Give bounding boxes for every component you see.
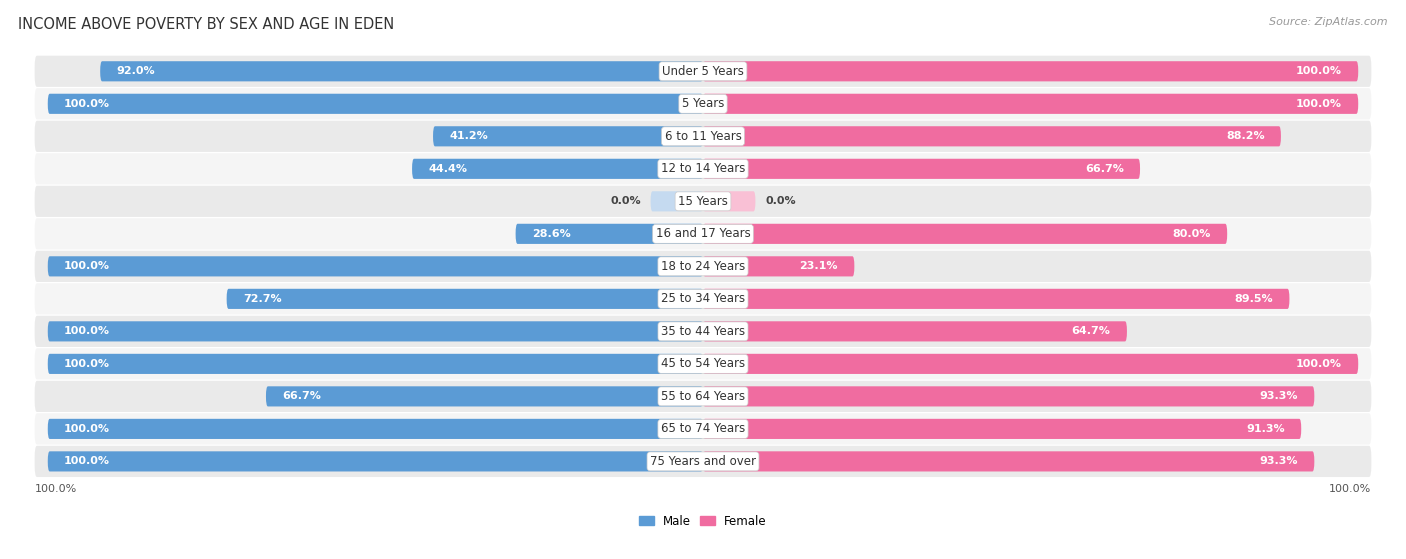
Text: 100.0%: 100.0% [1296,359,1341,369]
Text: 100.0%: 100.0% [1296,67,1341,76]
Text: Source: ZipAtlas.com: Source: ZipAtlas.com [1270,17,1388,27]
Text: 88.2%: 88.2% [1226,131,1264,141]
Text: 15 Years: 15 Years [678,195,728,208]
FancyBboxPatch shape [703,159,1140,179]
Text: 45 to 54 Years: 45 to 54 Years [661,357,745,371]
FancyBboxPatch shape [35,446,1371,477]
Legend: Male, Female: Male, Female [640,515,766,528]
Text: 100.0%: 100.0% [1296,99,1341,109]
Text: 72.7%: 72.7% [243,294,281,304]
Text: 5 Years: 5 Years [682,97,724,110]
FancyBboxPatch shape [48,451,703,471]
Text: 25 to 34 Years: 25 to 34 Years [661,292,745,305]
FancyBboxPatch shape [35,121,1371,152]
Text: 44.4%: 44.4% [429,164,467,174]
Text: 100.0%: 100.0% [65,326,110,337]
FancyBboxPatch shape [48,94,703,114]
FancyBboxPatch shape [35,186,1371,217]
FancyBboxPatch shape [35,251,1371,282]
Text: 100.0%: 100.0% [1329,484,1371,494]
Text: 6 to 11 Years: 6 to 11 Years [665,130,741,143]
FancyBboxPatch shape [703,94,1358,114]
Text: 100.0%: 100.0% [65,456,110,466]
FancyBboxPatch shape [48,321,703,342]
Text: 91.3%: 91.3% [1246,424,1285,434]
Text: 100.0%: 100.0% [35,484,77,494]
FancyBboxPatch shape [35,56,1371,87]
FancyBboxPatch shape [651,191,703,211]
FancyBboxPatch shape [703,419,1301,439]
FancyBboxPatch shape [48,256,703,277]
FancyBboxPatch shape [703,126,1281,146]
FancyBboxPatch shape [100,61,703,82]
FancyBboxPatch shape [35,381,1371,412]
FancyBboxPatch shape [433,126,703,146]
FancyBboxPatch shape [412,159,703,179]
Text: Under 5 Years: Under 5 Years [662,65,744,78]
Text: 12 to 14 Years: 12 to 14 Years [661,162,745,176]
Text: 89.5%: 89.5% [1234,294,1272,304]
FancyBboxPatch shape [703,224,1227,244]
Text: 93.3%: 93.3% [1260,391,1298,401]
Text: 64.7%: 64.7% [1071,326,1111,337]
Text: 0.0%: 0.0% [610,196,641,206]
Text: 92.0%: 92.0% [117,67,155,76]
FancyBboxPatch shape [703,451,1315,471]
Text: 55 to 64 Years: 55 to 64 Years [661,390,745,403]
FancyBboxPatch shape [703,289,1289,309]
Text: 100.0%: 100.0% [65,424,110,434]
FancyBboxPatch shape [35,88,1371,120]
FancyBboxPatch shape [226,289,703,309]
Text: 66.7%: 66.7% [1085,164,1123,174]
FancyBboxPatch shape [703,191,755,211]
Text: 18 to 24 Years: 18 to 24 Years [661,260,745,273]
FancyBboxPatch shape [35,348,1371,380]
Text: 41.2%: 41.2% [450,131,488,141]
Text: 100.0%: 100.0% [65,359,110,369]
Text: 16 and 17 Years: 16 and 17 Years [655,228,751,240]
Text: 35 to 44 Years: 35 to 44 Years [661,325,745,338]
FancyBboxPatch shape [266,386,703,406]
FancyBboxPatch shape [48,354,703,374]
FancyBboxPatch shape [703,256,855,277]
Text: 80.0%: 80.0% [1173,229,1211,239]
Text: INCOME ABOVE POVERTY BY SEX AND AGE IN EDEN: INCOME ABOVE POVERTY BY SEX AND AGE IN E… [18,17,395,32]
Text: 93.3%: 93.3% [1260,456,1298,466]
Text: 100.0%: 100.0% [65,262,110,271]
Text: 23.1%: 23.1% [800,262,838,271]
Text: 65 to 74 Years: 65 to 74 Years [661,423,745,435]
FancyBboxPatch shape [35,218,1371,249]
FancyBboxPatch shape [703,321,1128,342]
Text: 0.0%: 0.0% [765,196,796,206]
Text: 75 Years and over: 75 Years and over [650,455,756,468]
Text: 100.0%: 100.0% [65,99,110,109]
FancyBboxPatch shape [48,419,703,439]
FancyBboxPatch shape [35,283,1371,315]
Text: 66.7%: 66.7% [283,391,321,401]
FancyBboxPatch shape [35,316,1371,347]
FancyBboxPatch shape [703,61,1358,82]
FancyBboxPatch shape [35,153,1371,184]
FancyBboxPatch shape [703,386,1315,406]
FancyBboxPatch shape [703,354,1358,374]
Text: 28.6%: 28.6% [531,229,571,239]
FancyBboxPatch shape [35,413,1371,444]
FancyBboxPatch shape [516,224,703,244]
